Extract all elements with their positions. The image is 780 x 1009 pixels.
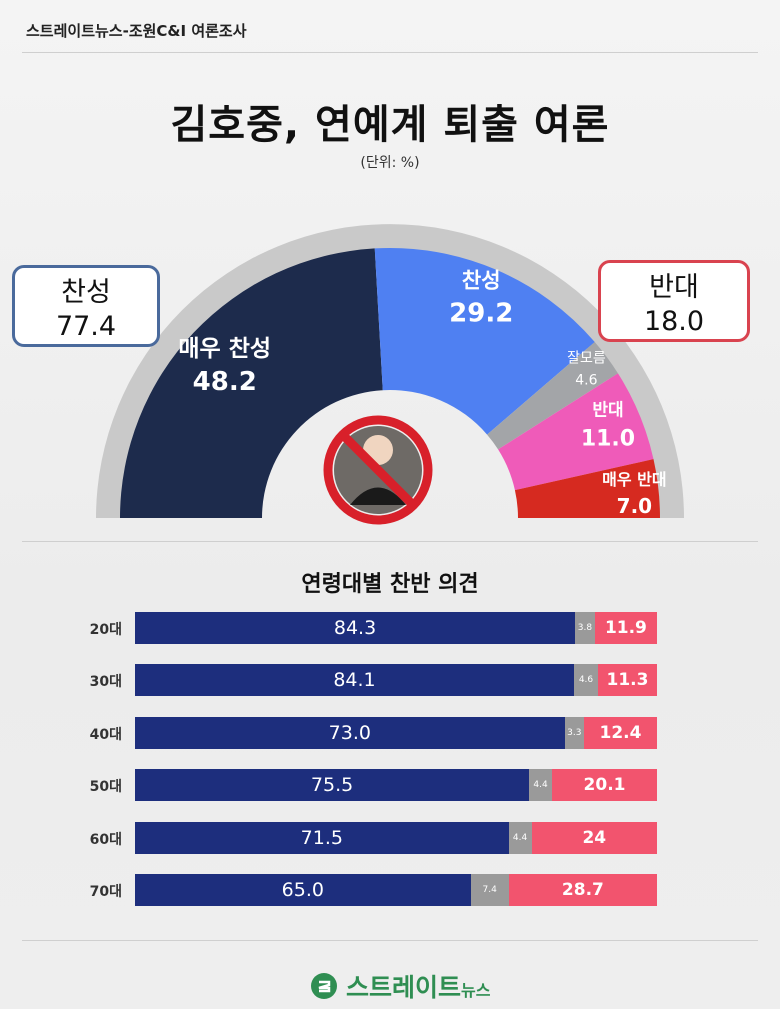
age-label: 70대 — [89, 884, 122, 900]
age-bar-segment-agree: 73.0 — [135, 716, 565, 749]
age-bar-segment-agree: 75.5 — [135, 769, 530, 802]
age-bar-segment-disagree: 24 — [531, 821, 657, 854]
ban-circle-icon — [323, 415, 433, 525]
age-label: 50대 — [89, 779, 122, 796]
age-label: 40대 — [89, 726, 122, 743]
age-bar-row: 71.5 4.4 24 — [135, 821, 657, 854]
slice-value-disagree: 11.0 — [581, 427, 635, 452]
gauge-slice-unknown — [487, 342, 618, 450]
source-label: 스트레이트뉴스-조원C&I 여론조사 — [26, 22, 247, 40]
semicircle-gauge-chart: 매우 찬성 48.2 찬성 29.2 잘모름 4.6 반대 11.0 매우 반대 7.0 — [96, 224, 684, 525]
age-bar-row: 75.5 4.4 20.1 — [135, 769, 657, 802]
age-bar-row: 65.0 7.4 28.7 — [135, 874, 657, 906]
age-bar-row: 73.0 3.3 12.4 — [135, 716, 657, 749]
slice-label-disagree: 반대 — [592, 401, 623, 421]
slice-label-strong-disagree: 매우 반대 — [602, 470, 666, 489]
chart-title: 김호중, 연예계 퇴출 여론 — [170, 102, 610, 148]
gauge-slice-disagree — [498, 373, 654, 491]
age-label: 20대 — [89, 622, 122, 638]
age-label: 60대 — [89, 831, 122, 848]
age-bar-segment-agree: 84.1 — [135, 664, 574, 697]
middle-divider — [22, 541, 758, 542]
agree-total-value: 77.4 — [55, 311, 117, 342]
bottom-divider — [22, 940, 758, 941]
disagree-total-callout: 반대 18.0 — [598, 260, 750, 342]
age-bar-segment-disagree: 11.9 — [594, 612, 657, 644]
slice-label-unknown: 잘모름 — [567, 350, 606, 366]
disagree-total-label: 반대 — [649, 272, 699, 303]
age-bar-segment-disagree: 11.3 — [598, 664, 657, 697]
logo-mark-icon — [311, 973, 337, 999]
age-chart-title: 연령대별 찬반 의견 — [301, 572, 479, 597]
top-divider — [22, 52, 758, 53]
age-label: 30대 — [89, 674, 122, 691]
age-bar-segment-agree: 71.5 — [135, 821, 509, 854]
agree-total-label: 찬성 — [61, 277, 111, 308]
age-bar-segment-unknown: 4.4 — [529, 769, 553, 802]
slice-value-unknown: 4.6 — [575, 372, 597, 388]
brand-logo: 스트레이트뉴스 — [310, 966, 490, 1006]
age-bar-segment-disagree: 12.4 — [584, 716, 657, 749]
slice-label-strong-agree: 매우 찬성 — [178, 336, 271, 362]
age-bar-segment-agree: 65.0 — [135, 874, 471, 906]
slice-value-strong-agree: 48.2 — [193, 367, 257, 397]
gauge-slice-agree — [374, 248, 595, 435]
slice-value-agree: 29.2 — [449, 299, 513, 329]
slice-value-strong-disagree: 7.0 — [617, 494, 652, 518]
age-bar-segment-unknown: 3.8 — [575, 612, 595, 644]
ban-symbol — [323, 415, 433, 525]
ban-slash-icon — [340, 432, 416, 508]
gauge-slice-strong-disagree — [514, 459, 660, 518]
age-bar-segment-agree: 84.3 — [135, 612, 576, 644]
age-bar-segment-unknown: 7.4 — [470, 874, 509, 906]
gauge-slice-strong-agree — [120, 248, 383, 518]
age-bar-row: 84.3 3.8 11.9 — [135, 612, 657, 644]
agree-total-callout: 찬성 77.4 — [12, 265, 160, 347]
disagree-total-value: 18.0 — [643, 306, 705, 337]
age-bar-segment-unknown: 4.6 — [574, 664, 598, 697]
age-bar-segment-unknown: 4.4 — [508, 821, 532, 854]
person-suit-icon — [350, 487, 406, 505]
logo-text: 스트레이트뉴스 — [346, 973, 491, 1002]
age-bar-segment-disagree: 20.1 — [552, 769, 657, 802]
unit-label: (단위: %) — [360, 155, 420, 171]
age-bar-segment-unknown: 3.3 — [564, 716, 584, 749]
age-bar-row: 84.1 4.6 11.3 — [135, 664, 657, 697]
age-bar-segment-disagree: 28.7 — [508, 874, 657, 906]
slice-label-agree: 찬성 — [462, 269, 501, 293]
